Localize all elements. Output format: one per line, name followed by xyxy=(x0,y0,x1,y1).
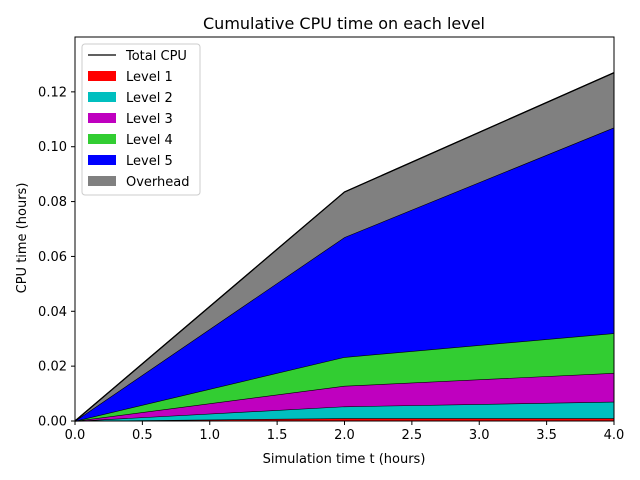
y-tick-label: 0.00 xyxy=(38,415,67,430)
legend-swatch-level-5 xyxy=(88,155,116,165)
x-tick-label: 2.5 xyxy=(402,428,423,443)
plot-area xyxy=(74,72,615,422)
y-axis-label: CPU time (hours) xyxy=(15,183,30,294)
legend-swatch-level-2 xyxy=(88,92,116,102)
area-level-4 xyxy=(75,333,614,421)
x-tick-label: 0.5 xyxy=(132,428,153,443)
area-overhead xyxy=(75,72,614,422)
y-tick-label: 0.04 xyxy=(38,305,67,320)
y-tick-label: 0.08 xyxy=(38,195,67,210)
legend-label-level-5: Level 5 xyxy=(126,154,173,169)
y-axis: 0.00 0.02 0.04 0.06 0.08 0.10 0.12 xyxy=(38,85,75,430)
legend-swatch-level-4 xyxy=(88,134,116,144)
legend-swatch-level-1 xyxy=(88,71,116,81)
legend-label-level-1: Level 1 xyxy=(126,70,173,85)
x-tick-label: 3.0 xyxy=(469,428,490,443)
y-tick-label: 0.10 xyxy=(38,140,67,155)
x-tick-label: 1.0 xyxy=(199,428,220,443)
x-tick-label: 3.5 xyxy=(536,428,557,443)
legend-label-total-cpu: Total CPU xyxy=(125,49,187,64)
x-tick-label: 4.0 xyxy=(604,428,625,443)
x-tick-label: 2.0 xyxy=(334,428,355,443)
chart-title: Cumulative CPU time on each level xyxy=(203,14,485,33)
legend-swatch-overhead xyxy=(88,176,116,186)
area-level-2 xyxy=(75,401,614,421)
area-level-3 xyxy=(75,373,614,421)
legend-swatch-level-3 xyxy=(88,113,116,123)
x-axis-label: Simulation time t (hours) xyxy=(263,452,426,467)
boundary-level-2 xyxy=(74,401,615,422)
x-tick-label: 0.0 xyxy=(65,428,86,443)
x-tick-label: 1.5 xyxy=(267,428,288,443)
x-axis: 0.0 0.5 1.0 1.5 2.0 2.5 3.0 3.5 4.0 xyxy=(65,421,625,443)
y-tick-label: 0.12 xyxy=(38,85,67,100)
area-level-5 xyxy=(75,127,614,421)
legend-label-level-3: Level 3 xyxy=(126,112,173,127)
legend-label-level-2: Level 2 xyxy=(126,91,173,106)
y-tick-label: 0.02 xyxy=(38,360,67,375)
legend-label-overhead: Overhead xyxy=(126,175,190,190)
y-tick-label: 0.06 xyxy=(38,250,67,265)
area-level-1 xyxy=(75,418,614,421)
legend-label-level-4: Level 4 xyxy=(126,133,173,148)
legend: Total CPU Level 1 Level 2 Level 3 Level 4 Lev… xyxy=(81,43,201,196)
total-cpu-line xyxy=(74,72,615,422)
